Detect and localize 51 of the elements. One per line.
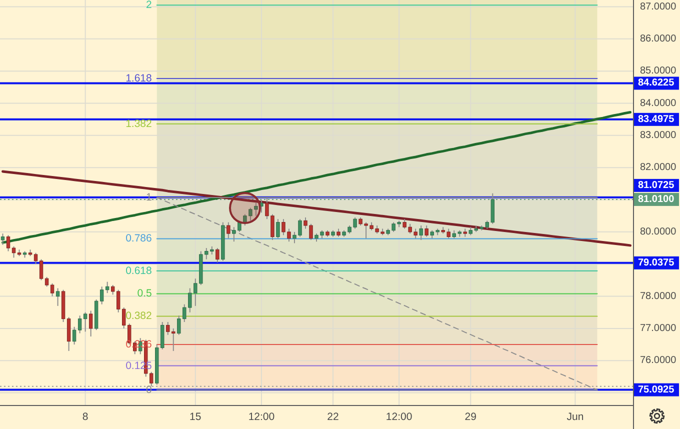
candlestick [66,316,71,352]
candlestick [424,225,428,238]
ref-line-label: 83.4975 [638,114,675,125]
candlestick [419,225,423,240]
candlestick [56,288,60,306]
ref-line-label: 79.0375 [638,257,675,268]
y-tick-label: 77.0000 [640,322,677,334]
candlestick [276,218,280,239]
ref-line-label: 84.6225 [638,78,675,89]
ref-line-label: 75.0925 [638,384,675,396]
x-tick-label: 15 [190,411,202,423]
series-label: 0.786 [126,232,152,245]
y-tick-label: 83.0000 [640,130,677,141]
candlestick [50,282,54,297]
x-tick-label: 29 [464,411,477,423]
series-label: 1.618 [126,72,152,84]
candlestick [12,246,16,258]
y-tick-label: 80.0000 [640,226,677,238]
y-tick-label: 85.0000 [640,66,677,77]
series-label: 0.5 [137,288,152,300]
candlestick [6,234,10,252]
ref-line-label: 81.0100 [638,194,675,205]
candlestick [88,310,93,337]
candlestick [72,326,76,346]
y-tick-label: 76.0000 [640,355,677,366]
line-series [2,170,632,247]
candlestick [0,233,5,246]
candlestick [44,276,49,288]
y-tick-label: 84.0000 [640,98,677,109]
y-tick-label: 82.0000 [640,162,677,174]
x-tick-label: 8 [82,411,88,423]
series-label: 1 [146,192,152,204]
series-label: 2 [146,0,152,12]
candlestick [83,312,88,332]
series-label: 0.618 [126,264,152,277]
x-tick-label: 12:00 [248,411,275,423]
candlestick [34,252,38,265]
candlestick [216,248,220,263]
x-tick-label: 22 [327,411,340,423]
series-label: 1.382 [126,118,152,130]
candlestick [78,315,82,334]
y-tick-label: 86.0000 [640,33,677,44]
y-tick-label: 78.0000 [640,290,677,302]
candlestick [39,258,44,281]
x-tick-label: 12:00 [386,411,412,423]
x-tick-label: Jun [566,411,584,423]
y-tick-label: 87.0000 [640,1,677,12]
ref-line-label: 81.0725 [638,180,675,191]
line-series [156,197,598,390]
series-label: 0.382 [126,310,152,322]
candlestick [226,222,230,239]
